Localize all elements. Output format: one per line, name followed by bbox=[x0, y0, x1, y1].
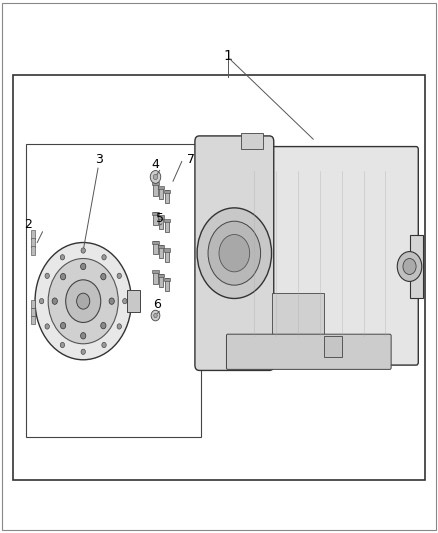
Circle shape bbox=[102, 342, 106, 348]
Bar bbox=[165, 249, 169, 262]
Bar bbox=[158, 245, 164, 248]
Bar bbox=[164, 278, 170, 281]
Circle shape bbox=[60, 273, 66, 280]
Text: 1: 1 bbox=[223, 49, 232, 63]
Bar bbox=[152, 241, 159, 244]
Bar bbox=[158, 215, 164, 219]
Bar bbox=[164, 190, 170, 193]
Circle shape bbox=[77, 293, 90, 309]
Bar bbox=[153, 212, 158, 225]
Text: 7: 7 bbox=[187, 154, 194, 166]
Circle shape bbox=[403, 259, 416, 274]
Bar bbox=[26, 144, 201, 437]
Text: 2: 2 bbox=[25, 219, 32, 231]
Text: 5: 5 bbox=[156, 212, 164, 225]
Circle shape bbox=[60, 255, 65, 260]
Text: 4: 4 bbox=[152, 158, 159, 171]
Bar bbox=[31, 300, 35, 308]
Circle shape bbox=[101, 273, 106, 280]
Circle shape bbox=[81, 263, 86, 270]
Bar bbox=[152, 182, 159, 185]
Circle shape bbox=[81, 349, 85, 354]
Bar bbox=[159, 216, 163, 229]
Bar bbox=[165, 190, 169, 203]
Text: 3: 3 bbox=[95, 154, 102, 166]
Circle shape bbox=[397, 252, 422, 281]
FancyBboxPatch shape bbox=[195, 136, 274, 370]
Circle shape bbox=[153, 174, 158, 180]
Bar bbox=[165, 220, 169, 232]
Circle shape bbox=[197, 208, 272, 298]
Circle shape bbox=[81, 248, 85, 253]
Circle shape bbox=[81, 333, 86, 339]
Circle shape bbox=[208, 221, 261, 285]
Circle shape bbox=[45, 273, 49, 278]
Bar bbox=[158, 274, 164, 277]
Bar bbox=[165, 278, 169, 291]
Bar bbox=[153, 241, 158, 254]
Circle shape bbox=[150, 171, 161, 183]
Bar bbox=[31, 230, 35, 239]
Circle shape bbox=[123, 298, 127, 304]
Bar bbox=[153, 183, 158, 196]
Bar bbox=[152, 212, 159, 215]
Circle shape bbox=[102, 255, 106, 260]
FancyBboxPatch shape bbox=[208, 147, 418, 365]
Circle shape bbox=[39, 298, 44, 304]
Bar bbox=[158, 186, 164, 189]
Bar bbox=[159, 187, 163, 199]
Circle shape bbox=[60, 322, 66, 329]
Circle shape bbox=[60, 342, 64, 348]
Text: 6: 6 bbox=[153, 298, 161, 311]
Bar bbox=[164, 248, 170, 252]
Circle shape bbox=[117, 273, 121, 278]
Bar bbox=[272, 293, 324, 346]
Bar bbox=[241, 133, 263, 149]
Circle shape bbox=[154, 313, 157, 318]
Bar bbox=[410, 235, 423, 298]
Circle shape bbox=[66, 280, 101, 322]
Bar bbox=[31, 308, 35, 316]
Circle shape bbox=[109, 298, 114, 304]
Bar bbox=[31, 316, 35, 324]
Circle shape bbox=[48, 259, 118, 344]
Circle shape bbox=[45, 324, 49, 329]
Bar bbox=[31, 246, 35, 255]
Circle shape bbox=[219, 235, 250, 272]
FancyBboxPatch shape bbox=[226, 334, 391, 369]
Circle shape bbox=[52, 298, 57, 304]
Bar bbox=[152, 270, 159, 273]
Bar bbox=[159, 274, 163, 287]
Circle shape bbox=[101, 322, 106, 329]
Circle shape bbox=[151, 310, 160, 321]
Bar bbox=[164, 219, 170, 222]
Bar bbox=[153, 271, 158, 284]
Bar bbox=[13, 75, 425, 480]
Bar bbox=[159, 245, 163, 258]
Circle shape bbox=[35, 243, 131, 360]
Bar bbox=[127, 290, 140, 312]
Bar bbox=[31, 238, 35, 247]
Bar bbox=[324, 336, 342, 357]
Circle shape bbox=[117, 324, 121, 329]
